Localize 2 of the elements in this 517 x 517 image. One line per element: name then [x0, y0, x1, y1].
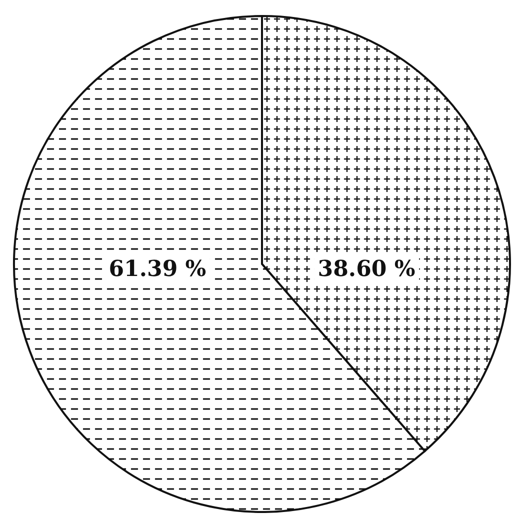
data-label: 61.39 % — [108, 256, 206, 282]
data-label: 38.60 % — [318, 256, 416, 282]
